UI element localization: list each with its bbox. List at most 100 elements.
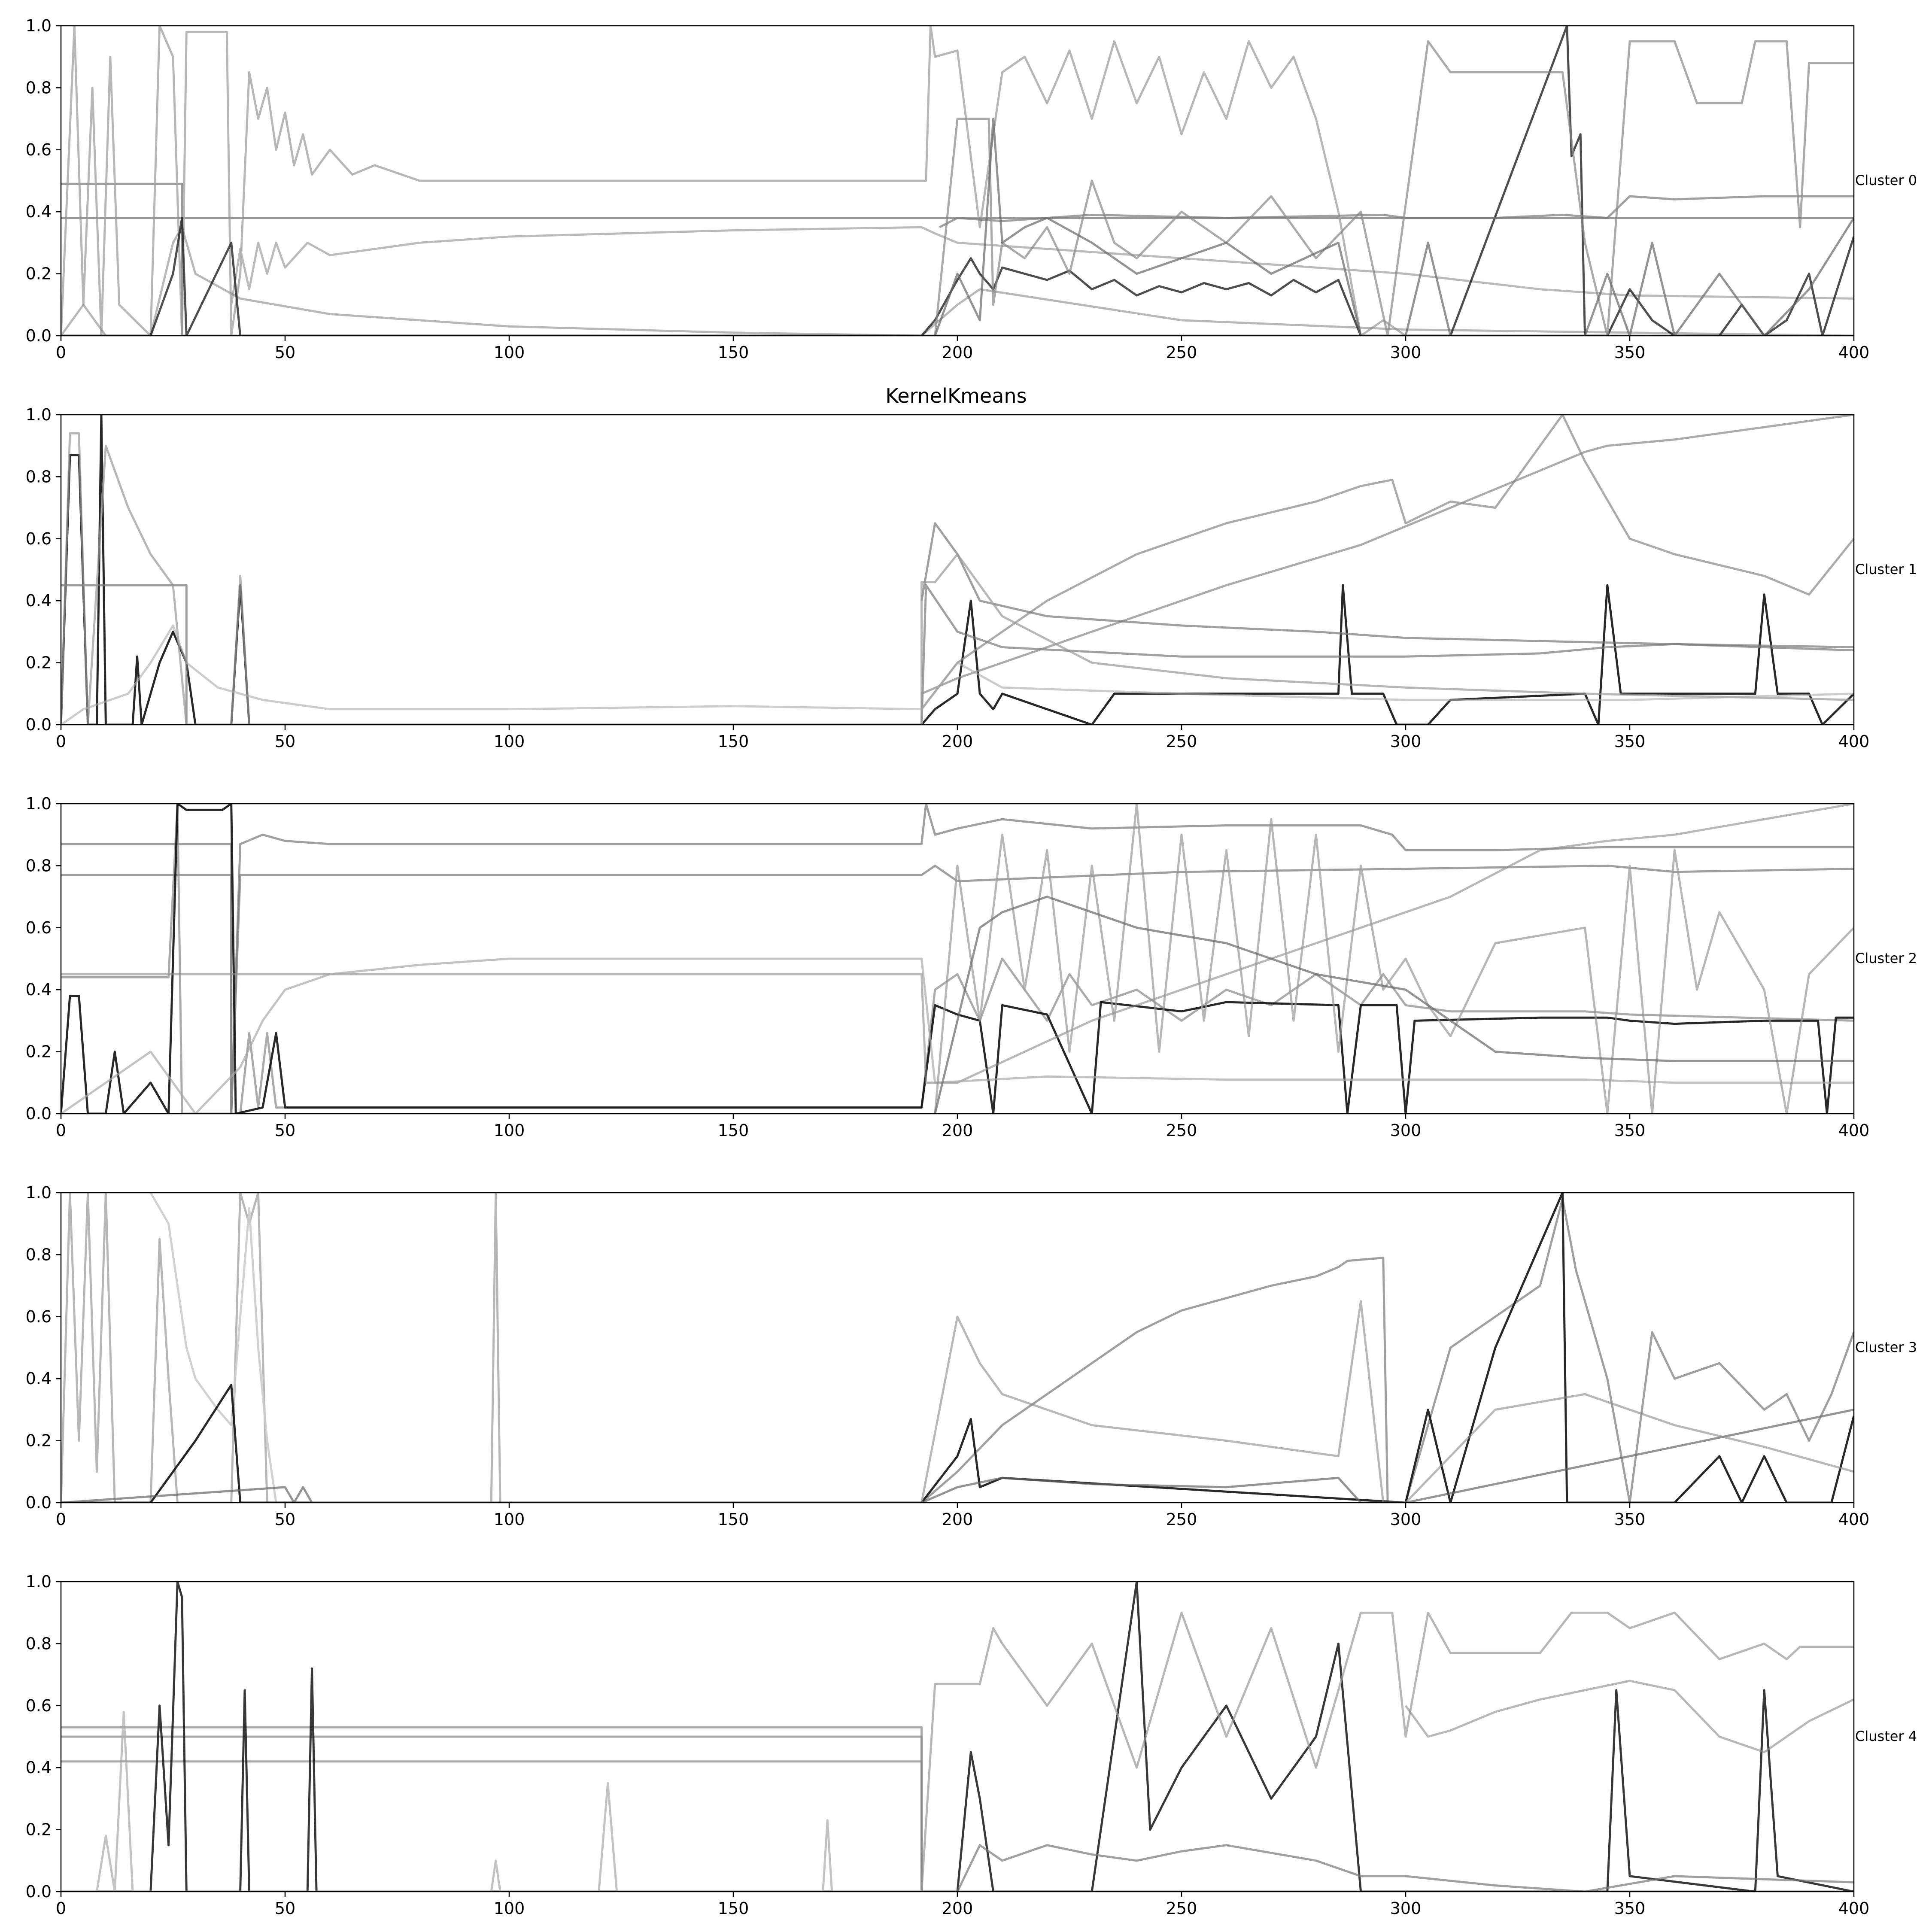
series-line-0: [61, 1726, 957, 1892]
x-tick-label: 150: [718, 1899, 749, 1918]
panels: 0 50 100 150 200 250 300 350 400 0.0 0.2 0.4 0.6 0.8 1…: [26, 16, 1917, 1918]
panel-2: 0 50 100 150 200 250 300 350 400 0.0 0.2 0.4 0.6 0.8 1…: [26, 794, 1917, 1140]
x-tick-label: 200: [942, 1121, 973, 1140]
panel-0: 0 50 100 150 200 250 300 350 400 0.0 0.2 0.4 0.6 0.8 1…: [26, 16, 1917, 362]
series-group: [61, 804, 1854, 1114]
y-tick-label: 1.0: [26, 794, 52, 813]
x-tick-label: 250: [1166, 1899, 1197, 1918]
x-tick-label: 0: [56, 732, 66, 751]
series-group: [61, 1193, 1854, 1503]
x-tick-label: 0: [56, 1899, 66, 1918]
x-tick-label: 200: [942, 1510, 973, 1529]
y-tick-label: 0.2: [26, 1042, 52, 1061]
y-tick-label: 1.0: [26, 1572, 52, 1591]
series-line-5: [61, 1710, 922, 1892]
y-tick-label: 0.8: [26, 856, 52, 875]
y-tick-label: 0.2: [26, 264, 52, 283]
x-tick-label: 250: [1166, 732, 1197, 751]
series-line-5: [61, 26, 1854, 336]
x-tick-label: 0: [56, 343, 66, 362]
x-tick-label: 100: [494, 1510, 525, 1529]
x-tick-label: 250: [1166, 1121, 1197, 1140]
cluster-label: Cluster 4: [1855, 1728, 1917, 1744]
y-tick-label: 0.6: [26, 918, 52, 937]
x-tick-label: 0: [56, 1121, 66, 1140]
series-line-0: [61, 804, 1854, 1114]
series-line-3: [920, 415, 1854, 710]
x-tick-label: 100: [494, 732, 525, 751]
panel-1: 0 50 100 150 200 250 300 350 400 0.0 0.2 0.4 0.6 0.8 1…: [26, 405, 1917, 751]
y-tick-label: 0.6: [26, 1696, 52, 1715]
series-line-4: [920, 1611, 1854, 1892]
series-line-4: [61, 804, 1854, 1084]
cluster-label: Cluster 2: [1855, 950, 1917, 966]
y-tick-label: 0.0: [26, 1882, 52, 1901]
y-tick-label: 0.0: [26, 715, 52, 734]
x-tick-label: 150: [718, 1510, 749, 1529]
x-tick-label: 400: [1838, 732, 1870, 751]
series-line-7: [934, 896, 1854, 1114]
series-group: [61, 1582, 1854, 1892]
x-tick-label: 400: [1838, 1121, 1870, 1140]
x-tick-label: 200: [942, 1899, 973, 1918]
figure-title: KernelKmeans: [885, 384, 1027, 407]
series-line-6: [921, 1844, 1854, 1892]
x-tick-label: 400: [1838, 1899, 1870, 1918]
series-line-6: [61, 624, 1854, 725]
series-line-7: [1404, 1680, 1854, 1753]
y-tick-label: 0.8: [26, 467, 52, 486]
panel-3: 0 50 100 150 200 250 300 350 400 0.0 0.2 0.4 0.6 0.8 1…: [26, 1183, 1917, 1529]
x-tick-label: 250: [1166, 1510, 1197, 1529]
series-line-2: [61, 1760, 1854, 1892]
y-tick-label: 1.0: [26, 1183, 52, 1202]
y-tick-label: 0.8: [26, 1634, 52, 1653]
y-tick-label: 0.4: [26, 591, 52, 610]
x-tick-label: 300: [1390, 1899, 1422, 1918]
series-line-3: [61, 1193, 1854, 1503]
y-tick-label: 0.2: [26, 1431, 52, 1450]
y-tick-label: 0.6: [26, 1307, 52, 1326]
series-line-5: [61, 957, 1854, 1114]
x-tick-label: 100: [494, 343, 525, 362]
x-tick-label: 350: [1614, 1899, 1646, 1918]
y-tick-label: 0.4: [26, 1369, 52, 1388]
series-line-1: [61, 584, 1854, 725]
series-line-4: [61, 226, 1854, 336]
x-tick-label: 150: [718, 1121, 749, 1140]
series-line-0: [61, 415, 1854, 725]
x-tick-label: 400: [1838, 343, 1870, 362]
y-tick-label: 1.0: [26, 16, 52, 35]
cluster-label: Cluster 1: [1855, 561, 1917, 577]
y-tick-label: 0.0: [26, 1493, 52, 1512]
y-tick-label: 1.0: [26, 405, 52, 424]
x-tick-label: 350: [1614, 1121, 1646, 1140]
series-group: [61, 415, 1854, 725]
axes-frame: [60, 803, 1855, 1115]
series-line-8: [934, 118, 1854, 336]
x-tick-label: 300: [1390, 1510, 1422, 1529]
series-line-0: [61, 182, 1854, 336]
y-tick-label: 0.4: [26, 1758, 52, 1777]
series-line-6: [939, 195, 1854, 228]
series-line-3: [61, 1582, 1854, 1892]
series-line-1: [149, 1193, 277, 1503]
series-line-6: [934, 804, 1854, 1114]
x-tick-label: 250: [1166, 343, 1197, 362]
series-line-1: [61, 1735, 1854, 1892]
y-tick-label: 0.6: [26, 529, 52, 548]
x-tick-label: 0: [56, 1510, 66, 1529]
x-tick-label: 200: [942, 343, 973, 362]
series-line-2: [921, 415, 1854, 695]
x-tick-label: 50: [275, 343, 295, 362]
cluster-label: Cluster 3: [1855, 1339, 1917, 1355]
x-tick-label: 200: [942, 732, 973, 751]
series-line-4: [920, 522, 1854, 648]
y-tick-label: 0.8: [26, 78, 52, 97]
series-line-2: [61, 26, 1406, 336]
series-line-2: [920, 1197, 1854, 1503]
x-tick-label: 300: [1390, 1121, 1422, 1140]
x-tick-label: 350: [1614, 732, 1646, 751]
y-tick-label: 0.6: [26, 140, 52, 159]
y-tick-label: 0.0: [26, 326, 52, 345]
